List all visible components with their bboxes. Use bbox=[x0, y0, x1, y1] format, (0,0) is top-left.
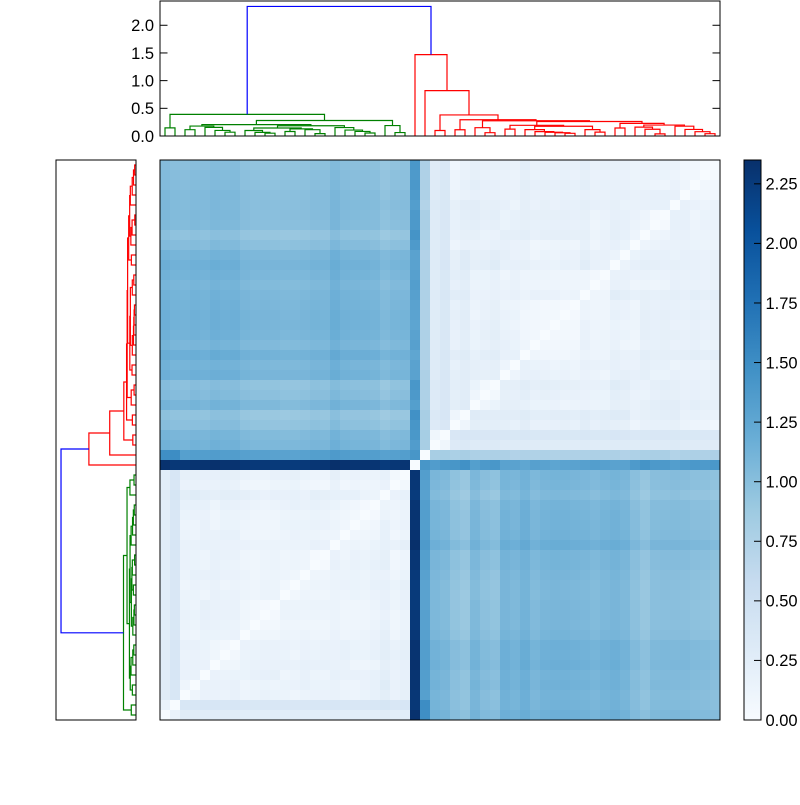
svg-text:1.5: 1.5 bbox=[131, 45, 154, 63]
svg-text:1.75: 1.75 bbox=[766, 295, 798, 313]
svg-text:0.0: 0.0 bbox=[131, 128, 154, 146]
svg-text:1.00: 1.00 bbox=[766, 474, 798, 492]
svg-text:0.50: 0.50 bbox=[766, 593, 798, 611]
svg-text:1.25: 1.25 bbox=[766, 414, 798, 432]
svg-text:2.00: 2.00 bbox=[766, 235, 798, 253]
svg-text:0.75: 0.75 bbox=[766, 533, 798, 551]
svg-text:0.00: 0.00 bbox=[766, 712, 798, 730]
svg-text:2.0: 2.0 bbox=[131, 17, 154, 35]
svg-text:1.50: 1.50 bbox=[766, 354, 798, 372]
svg-text:0.5: 0.5 bbox=[131, 100, 154, 118]
svg-text:2.25: 2.25 bbox=[766, 176, 798, 194]
svg-text:0.25: 0.25 bbox=[766, 652, 798, 670]
svg-text:1.0: 1.0 bbox=[131, 72, 154, 90]
